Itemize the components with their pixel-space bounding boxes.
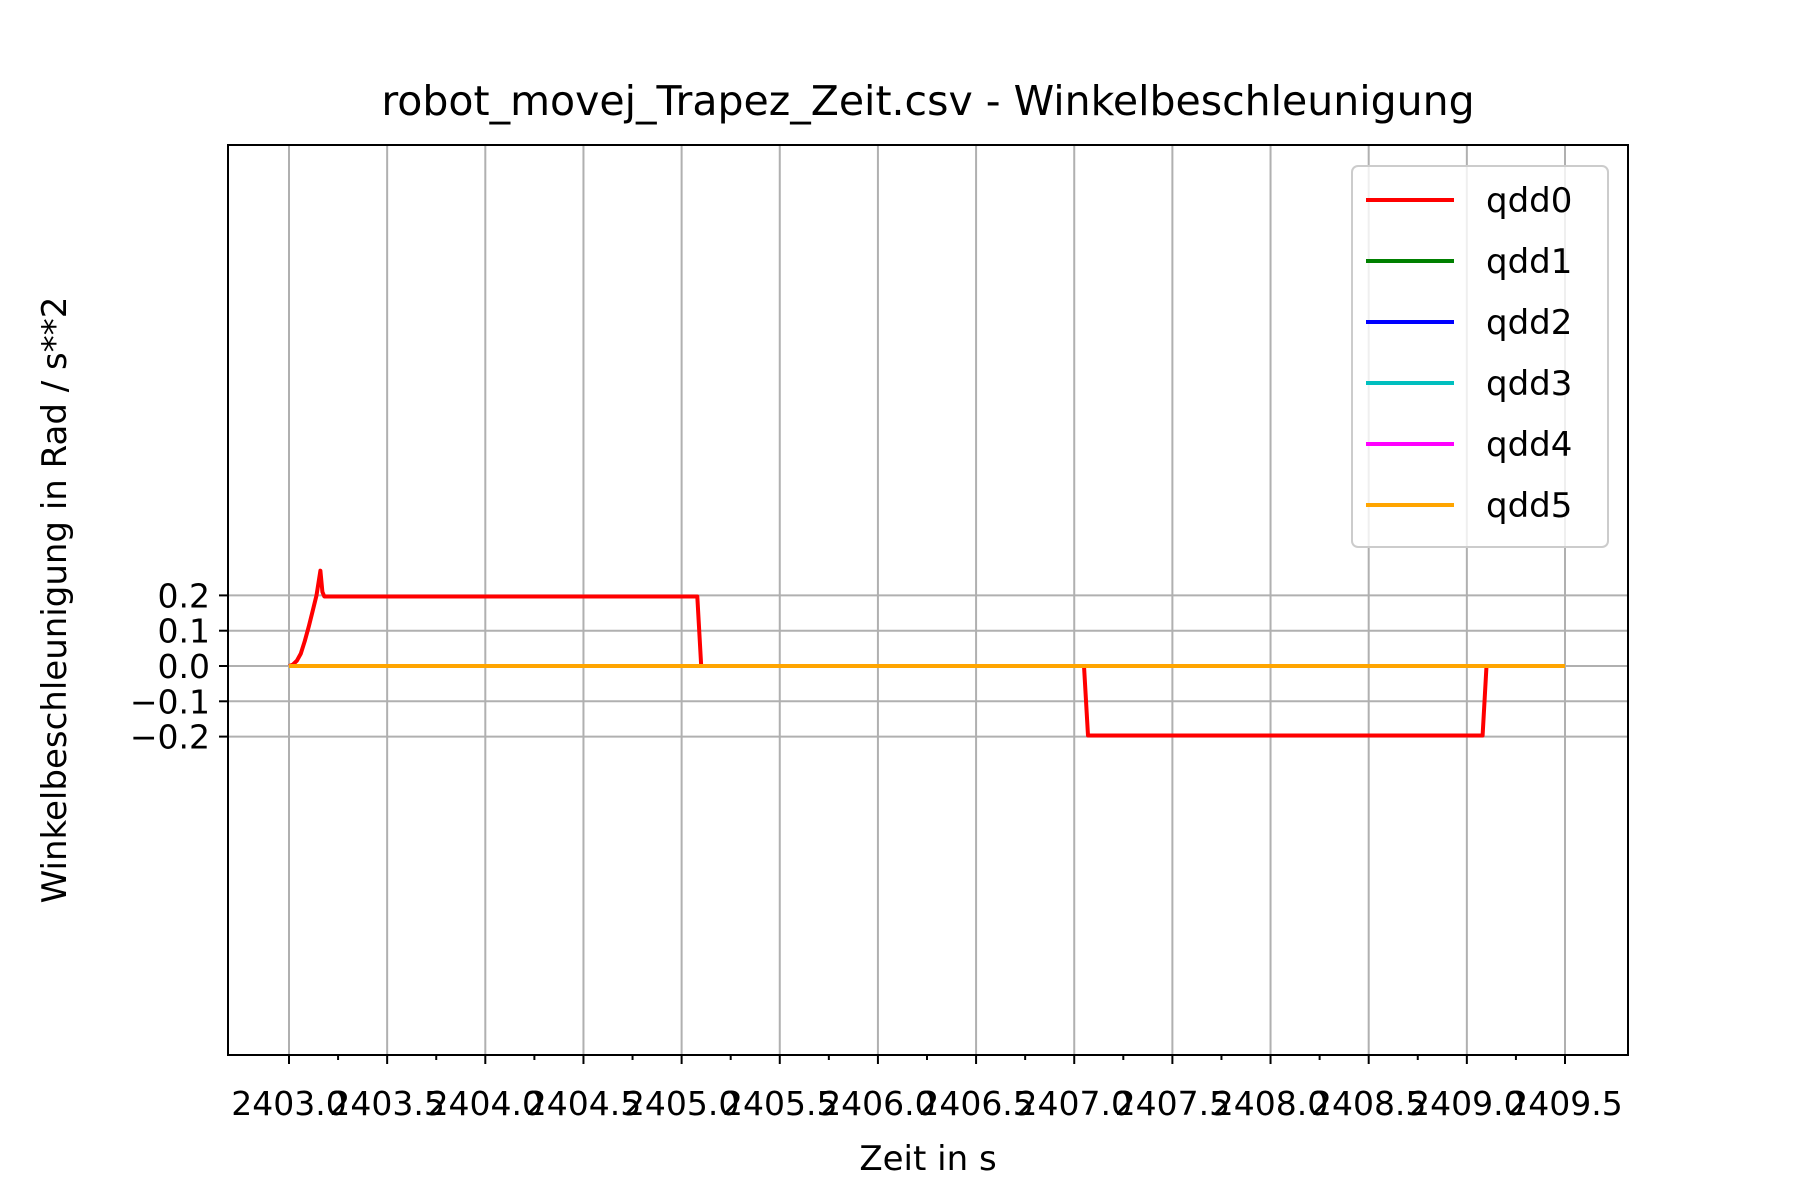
legend: qdd0 qdd1 qdd2 qdd3 qdd4 qdd5 (1351, 165, 1609, 548)
x-tick-label: 2405.0 (624, 1084, 739, 1123)
x-tick-label: 2408.0 (1213, 1084, 1328, 1123)
x-tick-label: 2403.0 (231, 1084, 346, 1123)
legend-label-qdd2: qdd2 (1486, 303, 1572, 343)
y-tick-label: −0.1 (130, 682, 210, 721)
x-tick-label: 2406.0 (820, 1084, 935, 1123)
x-axis: 2403.02403.52404.02404.52405.02405.52406… (231, 1055, 1623, 1123)
y-axis: 0.20.10.0−0.1−0.2 (130, 576, 228, 757)
x-tick-label: 2403.5 (329, 1084, 444, 1123)
legend-label-qdd3: qdd3 (1486, 364, 1572, 404)
x-tick-label: 2407.0 (1016, 1084, 1131, 1123)
x-tick-label: 2406.5 (918, 1084, 1033, 1123)
legend-label-qdd1: qdd1 (1486, 242, 1572, 282)
legend-label-qdd4: qdd4 (1486, 425, 1572, 465)
x-axis-label: Zeit in s (859, 1139, 996, 1179)
y-tick-label: 0.1 (158, 612, 210, 651)
x-tick-label: 2405.5 (722, 1084, 837, 1123)
chart-title: robot_movej_Trapez_Zeit.csv - Winkelbesc… (381, 77, 1474, 125)
series-line-qdd0 (1082, 665, 1489, 738)
x-tick-label: 2408.5 (1311, 1084, 1426, 1123)
x-tick-label: 2407.5 (1115, 1084, 1230, 1123)
y-tick-label: −0.2 (130, 718, 210, 757)
series-lines (288, 568, 1565, 738)
x-tick-label: 2404.5 (526, 1084, 641, 1123)
y-tick-label: 0.2 (158, 576, 210, 615)
legend-label-qdd5: qdd5 (1486, 486, 1572, 526)
series-line-qdd0 (288, 568, 1565, 668)
x-tick-label: 2409.0 (1409, 1084, 1524, 1123)
y-axis-label: Winkelbeschleunigung in Rad / s**2 (35, 297, 75, 904)
legend-label-qdd0: qdd0 (1486, 181, 1572, 221)
x-tick-label: 2409.5 (1507, 1084, 1622, 1123)
y-tick-label: 0.0 (158, 647, 210, 686)
x-tick-label: 2404.0 (428, 1084, 543, 1123)
